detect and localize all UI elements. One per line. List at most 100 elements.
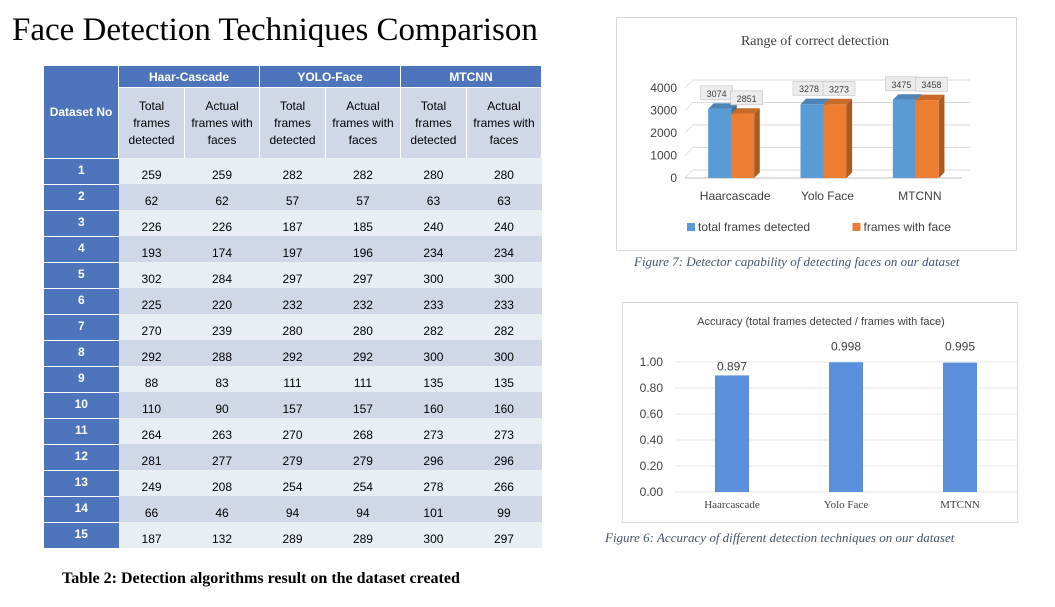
bar-top-total-frames-detected (800, 98, 830, 105)
value-cell: 101 (400, 496, 467, 522)
value-cell: 174 (184, 236, 260, 262)
group-header-mtcnn: MTCNN (400, 66, 543, 88)
accuracy-chart-svg: Accuracy (total frames detected / frames… (640, 316, 1017, 511)
value-cell: 233 (400, 288, 467, 314)
y-tick-label: 4000 (650, 81, 677, 95)
value-cell: 62 (118, 184, 185, 210)
y-tick-label: 1000 (650, 149, 677, 163)
x-tick-label: Haarcascade (704, 499, 760, 511)
value-cell: 234 (466, 236, 542, 262)
accuracy-bar (943, 362, 977, 492)
value-cell: 284 (184, 262, 260, 288)
table-row: 3 226 226 187 185 240 240 (44, 209, 542, 236)
table-body: 1 259 259 282 282 280 280 2 62 62 57 57 63 63 3 226 226 1… (44, 157, 542, 548)
data-label: 3273 (829, 84, 849, 94)
bar-top-frames-with-face (823, 98, 853, 105)
dataset-number-cell: 11 (44, 417, 119, 444)
value-cell: 57 (325, 184, 401, 210)
sub-header: Actual frames with faces (466, 87, 543, 158)
table-row: 12 281 277 279 279 296 296 (44, 443, 542, 470)
data-label: 3458 (921, 80, 941, 90)
value-cell: 99 (466, 496, 542, 522)
value-cell: 281 (118, 444, 185, 470)
value-cell: 160 (400, 392, 467, 418)
value-cell: 240 (466, 210, 542, 236)
page-title: Face Detection Techniques Comparison (12, 12, 538, 48)
sub-header: Total frames detected (118, 87, 186, 158)
value-cell: 57 (259, 184, 326, 210)
value-cell: 302 (118, 262, 185, 288)
value-cell: 111 (259, 366, 326, 392)
dataset-number-cell: 10 (44, 391, 119, 418)
dataset-number-cell: 9 (44, 365, 119, 392)
y-tick-label: 1.00 (640, 355, 664, 369)
value-cell: 240 (400, 210, 467, 236)
bar-side-frames-with-face (938, 94, 945, 178)
table-row: 15 187 132 289 289 300 297 (44, 521, 542, 548)
value-cell: 270 (259, 418, 326, 444)
value-cell: 280 (400, 158, 467, 184)
dataset-number-cell: 14 (44, 495, 119, 522)
value-cell: 234 (400, 236, 467, 262)
chart-title: Accuracy (total frames detected / frames… (697, 316, 945, 328)
value-cell: 187 (118, 522, 185, 548)
value-cell: 132 (184, 522, 260, 548)
value-cell: 135 (466, 366, 542, 392)
data-label-box (730, 90, 763, 106)
data-label: 2851 (737, 94, 757, 104)
value-cell: 62 (184, 184, 260, 210)
value-cell: 111 (325, 366, 401, 392)
value-cell: 232 (259, 288, 326, 314)
table-row: 13 249 208 254 254 278 266 (44, 469, 542, 496)
value-cell: 277 (184, 444, 260, 470)
value-cell: 83 (184, 366, 260, 392)
value-cell: 88 (118, 366, 185, 392)
value-cell: 187 (259, 210, 326, 236)
value-cell: 278 (400, 470, 467, 496)
legend-swatch (852, 223, 861, 231)
value-cell: 279 (325, 444, 401, 470)
value-cell: 157 (325, 392, 401, 418)
legend-label: frames with face (864, 220, 952, 234)
data-label: 0.897 (717, 359, 747, 373)
correct-detection-chart-svg: Range of correct detection 0 1000 2000 3000 4… (650, 34, 970, 234)
value-cell: 110 (118, 392, 185, 418)
value-cell: 282 (325, 158, 401, 184)
value-cell: 208 (184, 470, 260, 496)
value-cell: 289 (325, 522, 401, 548)
value-cell: 254 (325, 470, 401, 496)
table-row: 5 302 284 297 297 300 300 (44, 261, 542, 288)
value-cell: 292 (118, 340, 185, 366)
value-cell: 196 (325, 236, 401, 262)
value-cell: 263 (184, 418, 260, 444)
dataset-number-cell: 3 (44, 209, 119, 236)
value-cell: 94 (259, 496, 326, 522)
value-cell: 226 (118, 210, 185, 236)
table-row: 11 264 263 270 268 273 273 (44, 417, 542, 444)
bar-side-frames-with-face (846, 98, 853, 178)
value-cell: 193 (118, 236, 185, 262)
value-cell: 160 (466, 392, 542, 418)
bar-total-frames-detected (892, 99, 916, 178)
x-tick-label: Yolo Face (801, 189, 854, 203)
sub-header: Total frames detected (259, 87, 326, 158)
value-cell: 297 (325, 262, 401, 288)
data-label: 3278 (799, 84, 819, 94)
data-label-box (822, 81, 856, 96)
bar-top-total-frames-detected (892, 94, 922, 100)
y-tick-label: 0.40 (640, 433, 664, 447)
value-cell: 297 (259, 262, 326, 288)
value-cell: 273 (400, 418, 467, 444)
value-cell: 268 (325, 418, 401, 444)
bar-total-frames-detected (708, 108, 732, 178)
value-cell: 297 (466, 522, 542, 548)
bar-top-frames-with-face (731, 108, 760, 114)
accuracy-bar (829, 362, 863, 492)
group-header-yolo: YOLO-Face (259, 66, 401, 88)
gridline-depth (684, 102, 694, 111)
value-cell: 282 (466, 314, 542, 340)
accuracy-chart: Accuracy (total frames detected / frames… (622, 302, 1018, 523)
value-cell: 249 (118, 470, 185, 496)
chart-title: Range of correct detection (741, 34, 889, 49)
x-tick-label: Haarcascade (700, 189, 771, 203)
